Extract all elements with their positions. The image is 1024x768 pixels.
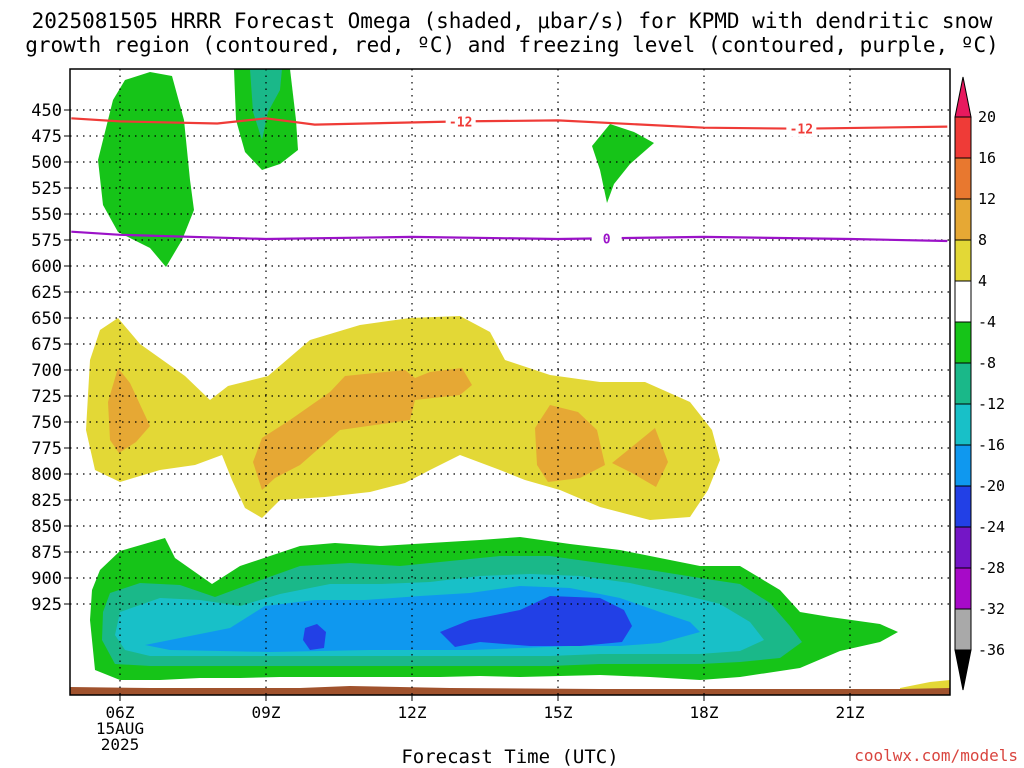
y-tick-label: 575 — [31, 231, 62, 251]
colorbar: 20 16 12 8 4 -4 -8 -12 -16 -20 -24 -28 -32 -36 — [954, 76, 1005, 691]
omega-cell-orange-right-a — [535, 405, 605, 482]
y-tick-label: 550 — [31, 205, 62, 225]
omega-cell-darkblue-small — [303, 624, 326, 650]
x-tick-label: 18Z — [690, 703, 719, 722]
colorbar-label: -4 — [978, 313, 996, 331]
x-tick-label: 12Z — [398, 703, 427, 722]
colorbar-swatch — [954, 239, 972, 282]
y-tick-label: 900 — [31, 569, 62, 589]
y-tick-label: 850 — [31, 517, 62, 537]
freezing-level-contour — [71, 230, 948, 243]
omega-cell-orange-center — [253, 368, 472, 490]
contour-label: -12 — [790, 123, 813, 138]
y-tick-label: 875 — [31, 543, 62, 563]
y-tick-label: 725 — [31, 387, 62, 407]
colorbar-swatch — [954, 485, 972, 528]
colorbar-label: 4 — [978, 272, 987, 290]
colorbar-label: -32 — [978, 600, 1005, 618]
omega-cell-green-right — [592, 124, 654, 203]
omega-cell-orange-left — [108, 368, 150, 453]
contour-label: 0 — [603, 232, 611, 247]
plot-frame — [69, 68, 951, 696]
colorbar-label: -16 — [978, 436, 1005, 454]
omega-cell-green-left — [98, 72, 194, 267]
y-tick-label: 775 — [31, 439, 62, 459]
credit-link[interactable]: coolwx.com/models — [854, 746, 1018, 765]
omega-cell-darkblue-main — [440, 596, 632, 647]
colorbar-label: -8 — [978, 354, 996, 372]
colorbar-swatch — [954, 198, 972, 241]
contour-label-bg — [591, 230, 622, 247]
contour-label-bg — [445, 113, 476, 130]
y-tick-label: 650 — [31, 309, 62, 329]
colorbar-swatch — [954, 567, 972, 610]
date-day: 15AUG — [95, 719, 145, 738]
y-tick-label: 825 — [31, 491, 62, 511]
colorbar-label: -12 — [978, 395, 1005, 413]
y-tick-label: 500 — [31, 153, 62, 173]
colorbar-bottom-arrow — [954, 649, 972, 691]
y-tick-label: 475 — [31, 127, 62, 147]
colorbar-swatch — [954, 321, 972, 364]
colorbar-swatch — [954, 526, 972, 569]
omega-cell-orange-right-b — [612, 428, 668, 487]
colorbar-label: 16 — [978, 149, 996, 167]
grid-lines — [70, 69, 950, 695]
y-tick-label: 525 — [31, 179, 62, 199]
y-tick-label: 925 — [31, 595, 62, 615]
date-label: 15AUG 2025 — [60, 721, 180, 753]
contour-label: -12 — [449, 115, 472, 130]
colorbar-top-arrow — [954, 76, 972, 118]
date-year: 2025 — [100, 735, 140, 754]
x-tick-label: 21Z — [836, 703, 865, 722]
x-axis-title: Forecast Time (UTC) — [401, 746, 619, 768]
dendritic-growth-contour — [71, 117, 948, 130]
colorbar-swatch — [954, 116, 972, 159]
y-tick-label: 450 — [31, 101, 62, 121]
colorbar-swatch — [954, 157, 972, 200]
chart-title-line-2: growth region (contoured, red, ºC) and f… — [25, 33, 999, 57]
colorbar-swatch — [954, 608, 972, 651]
y-tick-label: 625 — [31, 283, 62, 303]
y-tick-label: 750 — [31, 413, 62, 433]
y-tick-label: 700 — [31, 361, 62, 381]
y-tick-label: 675 — [31, 335, 62, 355]
x-tick-label: 15Z — [544, 703, 573, 722]
colorbar-swatch — [954, 444, 972, 487]
colorbar-label: -36 — [978, 641, 1005, 659]
contour-label-bg — [786, 120, 817, 137]
colorbar-label: -20 — [978, 477, 1005, 495]
x-tick-label: 06Z — [106, 703, 135, 722]
colorbar-swatch — [954, 403, 972, 446]
y-tick-label: 600 — [31, 257, 62, 277]
colorbar-label: 20 — [978, 108, 996, 126]
x-tick-label: 09Z — [252, 703, 281, 722]
chart-title-line-1: 2025081505 HRRR Forecast Omega (shaded, … — [31, 9, 993, 33]
colorbar-label: -24 — [978, 518, 1005, 536]
colorbar-swatch — [954, 280, 972, 323]
colorbar-label: -28 — [978, 559, 1005, 577]
colorbar-label: 8 — [978, 231, 987, 249]
terrain-ground — [70, 686, 950, 695]
omega-cell-teal-top — [250, 69, 282, 140]
colorbar-swatch — [954, 362, 972, 405]
colorbar-label: 12 — [978, 190, 996, 208]
y-tick-label: 800 — [31, 465, 62, 485]
